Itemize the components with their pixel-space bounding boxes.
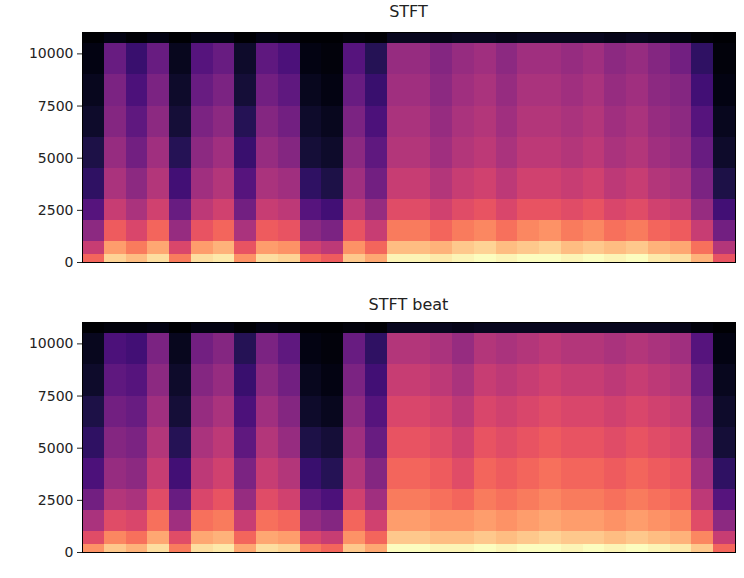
svg-text:10000: 10000 [29, 335, 74, 351]
svg-text:0: 0 [65, 254, 74, 270]
svg-text:2500: 2500 [38, 202, 74, 218]
svg-text:7500: 7500 [38, 98, 74, 114]
svg-text:10000: 10000 [29, 45, 74, 61]
svg-text:7500: 7500 [38, 388, 74, 404]
svg-text:2500: 2500 [38, 492, 74, 508]
svg-text:5000: 5000 [38, 440, 74, 456]
svg-text:0: 0 [65, 544, 74, 560]
html-text:STFT: STFT [389, 2, 428, 21]
html-text:STFT beat: STFT beat [368, 295, 449, 314]
svg-text:5000: 5000 [38, 150, 74, 166]
